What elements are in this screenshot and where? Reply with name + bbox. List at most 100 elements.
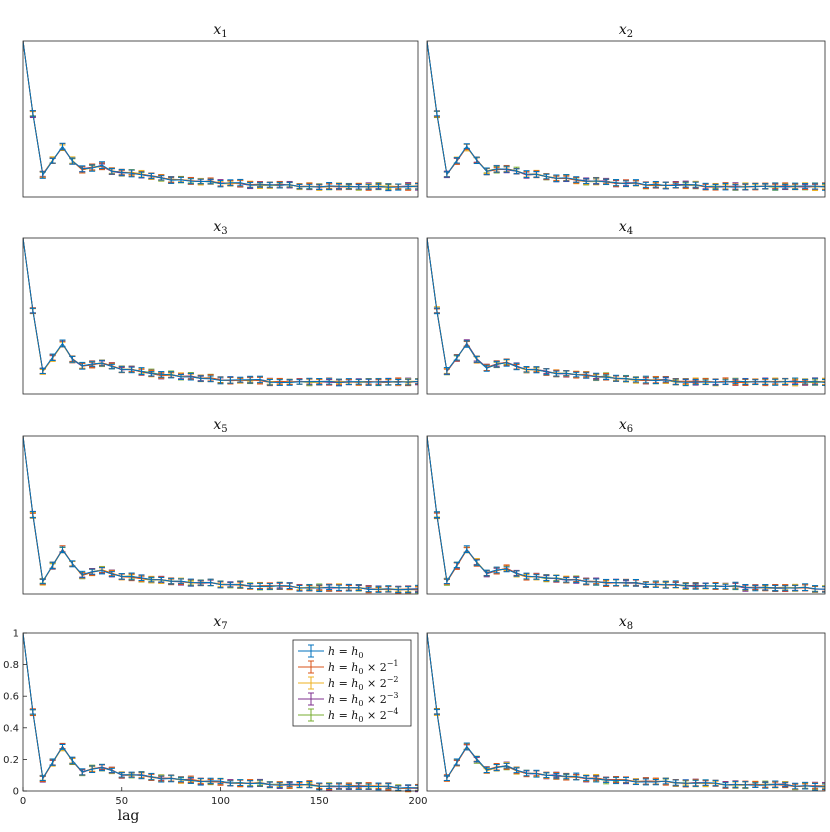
error-bar bbox=[49, 353, 56, 361]
error-bar bbox=[286, 582, 293, 590]
error-bar bbox=[89, 568, 96, 575]
series-line-2 bbox=[427, 40, 825, 188]
error-bar bbox=[168, 176, 175, 184]
error-bar bbox=[217, 376, 224, 385]
error-bar bbox=[296, 584, 303, 592]
error-bar bbox=[443, 578, 450, 585]
legend-entry-1: h = h0 bbox=[298, 644, 363, 660]
error-bar bbox=[395, 586, 402, 593]
x-tick-label: 0 bbox=[20, 796, 26, 807]
panel-title: x7 bbox=[213, 614, 227, 632]
error-bar bbox=[148, 371, 155, 377]
error-bar bbox=[443, 171, 450, 178]
error-bar bbox=[822, 182, 825, 191]
error-bar bbox=[802, 378, 809, 385]
error-bar bbox=[266, 781, 273, 789]
error-bar bbox=[405, 183, 412, 190]
series-group bbox=[427, 632, 825, 791]
error-bar bbox=[405, 585, 412, 593]
error-bar bbox=[257, 182, 263, 188]
error-bar bbox=[128, 572, 135, 581]
error-bar bbox=[187, 776, 194, 784]
error-bar bbox=[483, 167, 490, 176]
error-bar bbox=[118, 573, 125, 580]
error-bar bbox=[543, 173, 550, 180]
panel-title: x8 bbox=[619, 614, 633, 632]
panel-title: x1 bbox=[213, 22, 227, 40]
error-bar bbox=[168, 577, 175, 585]
panel-x4: x4 bbox=[426, 219, 826, 395]
error-bar bbox=[772, 182, 779, 191]
error-bar bbox=[316, 378, 323, 386]
error-bar bbox=[662, 376, 669, 383]
error-bar bbox=[138, 771, 145, 780]
error-bar bbox=[812, 182, 819, 190]
error-bar bbox=[385, 183, 392, 192]
error-bar bbox=[553, 174, 560, 183]
legend-entry-4: h = h0 × 2−3 bbox=[298, 691, 399, 708]
error-bar bbox=[752, 183, 759, 190]
error-bar bbox=[276, 379, 283, 386]
error-bar bbox=[276, 181, 283, 189]
error-bar bbox=[415, 584, 418, 593]
error-bar bbox=[782, 585, 789, 591]
error-bar bbox=[792, 377, 799, 386]
error-bar bbox=[286, 181, 293, 188]
error-bar bbox=[197, 579, 204, 586]
error-bar bbox=[792, 782, 799, 790]
error-bar bbox=[59, 744, 66, 750]
error-bar bbox=[692, 378, 699, 385]
error-bar bbox=[593, 177, 600, 185]
error-bar bbox=[69, 157, 76, 165]
error-bar bbox=[296, 781, 303, 789]
error-bar bbox=[672, 182, 679, 189]
error-bar bbox=[49, 157, 56, 164]
error-bar bbox=[365, 783, 372, 790]
error-bar bbox=[812, 783, 819, 791]
error-bar bbox=[513, 767, 520, 774]
error-bar bbox=[523, 769, 530, 777]
error-bar bbox=[207, 777, 214, 785]
error-bar bbox=[227, 179, 234, 187]
series-line-5 bbox=[427, 435, 825, 590]
series-line-2 bbox=[23, 435, 418, 591]
error-bar bbox=[722, 379, 729, 385]
error-bar bbox=[483, 766, 490, 774]
error-bar bbox=[642, 181, 649, 188]
error-bar bbox=[237, 580, 244, 589]
series-line-3 bbox=[427, 40, 825, 188]
error-bar bbox=[712, 378, 719, 386]
error-bar bbox=[503, 165, 510, 173]
error-bar bbox=[375, 585, 382, 593]
error-bar bbox=[772, 584, 779, 592]
error-bar bbox=[345, 783, 352, 790]
error-bar bbox=[345, 583, 352, 592]
error-bar bbox=[336, 182, 342, 190]
series-line-1 bbox=[23, 40, 418, 188]
error-bar bbox=[623, 579, 629, 587]
error-bar bbox=[276, 782, 283, 789]
error-bar bbox=[742, 781, 749, 789]
error-bar bbox=[355, 378, 362, 385]
error-bar bbox=[473, 755, 480, 763]
error-bar bbox=[59, 142, 66, 150]
series-line-4 bbox=[427, 632, 825, 787]
error-bar bbox=[306, 781, 313, 789]
error-bar bbox=[473, 355, 480, 363]
error-bar bbox=[822, 377, 825, 385]
error-bar bbox=[553, 575, 560, 582]
error-bar bbox=[29, 307, 36, 314]
error-bar bbox=[99, 161, 105, 170]
error-bar bbox=[286, 379, 293, 386]
legend-label: h = h0 bbox=[328, 645, 363, 660]
error-bar bbox=[722, 583, 729, 590]
error-bar bbox=[148, 576, 155, 583]
error-bar bbox=[533, 769, 540, 778]
error-bar bbox=[732, 184, 739, 191]
error-bar bbox=[473, 559, 480, 566]
error-bar bbox=[326, 182, 333, 190]
series-group bbox=[23, 40, 418, 192]
error-bar bbox=[118, 771, 125, 778]
series-group bbox=[23, 632, 418, 793]
